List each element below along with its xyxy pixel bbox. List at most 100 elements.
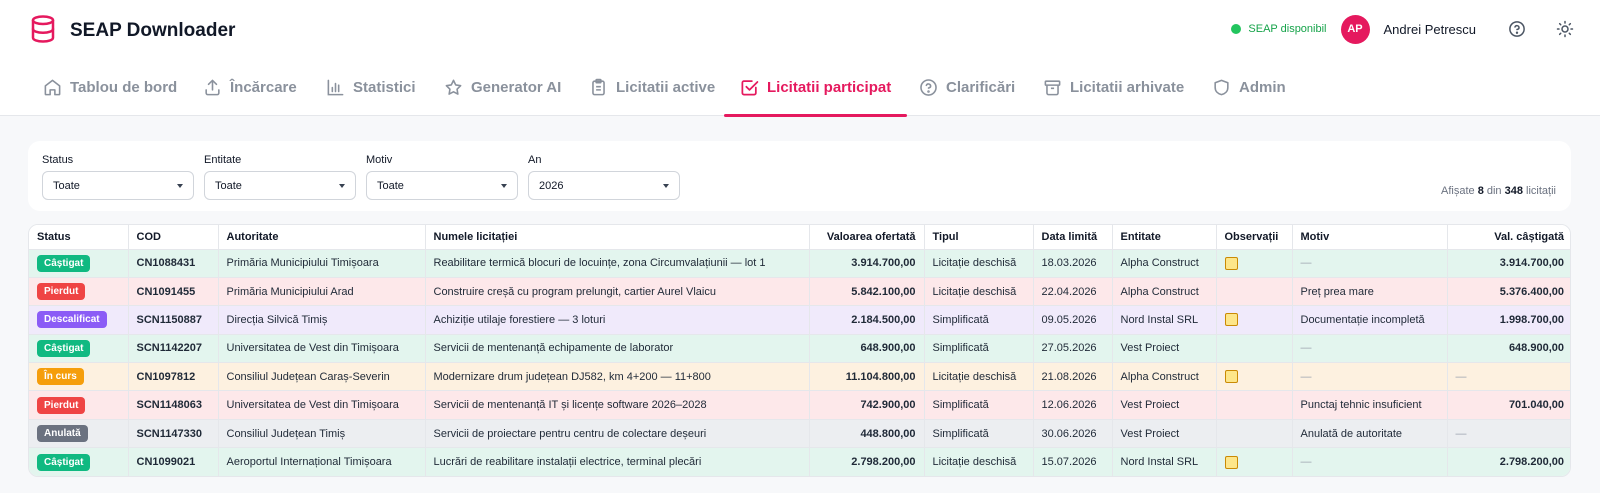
col-header-tip[interactable]: Tipul	[924, 225, 1034, 250]
user-name[interactable]: Andrei Petrescu	[1383, 21, 1477, 37]
cell-cod[interactable]: CN1088431	[128, 249, 219, 278]
table-row[interactable]: Descalificat SCN1150887 Direcția Silvică T…	[29, 305, 1570, 335]
cell-observatii	[1216, 277, 1293, 307]
caret-down-icon	[339, 183, 345, 188]
cell-status: În curs	[29, 362, 129, 392]
cell-cod[interactable]: SCN1148063	[128, 390, 219, 420]
cell-entitate: Vest Proiect	[1112, 390, 1217, 420]
note-icon[interactable]	[1224, 313, 1238, 327]
tab-clarificari[interactable]: Clarificări	[903, 58, 1031, 116]
tab-licitatii-arhivate[interactable]: Licitatii arhivate	[1027, 58, 1200, 116]
cell-valoare: 5.842.100,00	[809, 277, 925, 307]
entitate-select[interactable]: Toate	[204, 171, 356, 200]
cell-nume: Servicii de mentenanță echipamente de la…	[425, 334, 810, 364]
cell-status: Anulată	[29, 419, 129, 449]
theme-toggle-button[interactable]	[1550, 14, 1580, 44]
table-row[interactable]: Câștigat SCN1142207 Universitatea de Vest …	[29, 334, 1570, 364]
col-header-castigata[interactable]: Val. câștigată	[1447, 225, 1570, 250]
cell-data: 30.06.2026	[1033, 419, 1113, 449]
cell-data: 27.05.2026	[1033, 334, 1113, 364]
cell-valoare: 2.798.200,00	[809, 447, 925, 476]
cell-data: 22.04.2026	[1033, 277, 1113, 307]
status-badge: În curs	[37, 368, 84, 386]
table-row[interactable]: Câștigat CN1099021 Aeroportul Internaționa…	[29, 447, 1570, 476]
bar-chart-icon	[327, 79, 344, 95]
cell-cod[interactable]: CN1091455	[128, 277, 219, 307]
cell-tip: Licitație deschisă	[924, 277, 1034, 307]
cell-cod[interactable]: SCN1147330	[128, 419, 219, 449]
status-filter: Status Toate	[42, 154, 194, 200]
motiv-select[interactable]: Toate	[366, 171, 518, 200]
status-badge: Câștigat	[37, 339, 91, 357]
cell-cod[interactable]: SCN1150887	[128, 305, 219, 335]
col-header-motiv[interactable]: Motiv	[1292, 225, 1448, 250]
col-header-nume[interactable]: Numele licitației	[425, 225, 810, 250]
cell-observatii	[1216, 334, 1293, 364]
cell-data: 09.05.2026	[1033, 305, 1113, 335]
table-row[interactable]: Câștigat CN1088431 Primăria Municipiului T…	[29, 249, 1570, 278]
cell-status: Pierdut	[29, 390, 129, 420]
col-header-entitate[interactable]: Entitate	[1112, 225, 1217, 250]
cell-motiv: —	[1292, 249, 1448, 278]
status-dot-icon	[1231, 24, 1242, 34]
cell-observatii	[1216, 305, 1293, 335]
tab-generator-ai[interactable]: Generator AI	[428, 58, 577, 116]
col-header-status[interactable]: Status	[29, 225, 129, 250]
note-icon[interactable]	[1224, 256, 1238, 270]
cell-cod[interactable]: SCN1142207	[128, 334, 219, 364]
cell-status: Câștigat	[29, 447, 129, 476]
entitate-filter-label: Entitate	[204, 154, 242, 166]
cell-nume: Lucrări de reabilitare instalații electr…	[425, 447, 810, 476]
status-badge: Pierdut	[37, 283, 86, 301]
cell-valoare: 448.800,00	[809, 419, 925, 449]
cell-entitate: Alpha Construct	[1112, 249, 1217, 278]
cell-tip: Simplificată	[924, 305, 1034, 335]
tab-admin[interactable]: Admin	[1196, 58, 1302, 116]
help-button[interactable]	[1502, 14, 1532, 44]
note-icon[interactable]	[1224, 455, 1238, 469]
help-circle-icon	[920, 78, 937, 96]
filters-panel: Status Toate Entitate Toate Motiv Toate …	[28, 141, 1571, 211]
cell-motiv: Punctaj tehnic insuficient	[1292, 390, 1448, 420]
cell-cod[interactable]: CN1097812	[128, 362, 219, 392]
table-row[interactable]: În curs CN1097812 Consiliul Județean Caraș…	[29, 362, 1570, 392]
cell-tip: Simplificată	[924, 390, 1034, 420]
note-icon[interactable]	[1224, 370, 1238, 384]
tab-licitatii-active[interactable]: Licitatii active	[573, 58, 731, 116]
cell-castigata: 701.040,00	[1447, 390, 1570, 420]
col-header-cod[interactable]: COD	[128, 225, 219, 250]
tab-incarcare[interactable]: Încărcare	[187, 58, 313, 116]
table-row[interactable]: Anulată SCN1147330 Consiliul Județean Timi…	[29, 419, 1570, 449]
avatar[interactable]: AP	[1340, 14, 1370, 44]
col-header-valoare[interactable]: Valoarea ofertată	[809, 225, 925, 250]
cell-motiv: Preț prea mare	[1292, 277, 1448, 307]
status-select[interactable]: Toate	[42, 171, 194, 200]
cell-status: Pierdut	[29, 277, 129, 307]
cell-valoare: 742.900,00	[809, 390, 925, 420]
cell-entitate: Nord Instal SRL	[1112, 305, 1217, 335]
status-badge: Câștigat	[37, 453, 91, 471]
cell-data: 15.07.2026	[1033, 447, 1113, 476]
cell-tip: Licitație deschisă	[924, 249, 1034, 278]
col-header-observatii[interactable]: Observații	[1216, 225, 1293, 250]
cell-cod[interactable]: CN1099021	[128, 447, 219, 476]
cell-castigata: 648.900,00	[1447, 334, 1570, 364]
cell-castigata: —	[1447, 362, 1570, 392]
cell-autoritate: Universitatea de Vest din Timișoara	[218, 334, 426, 364]
clipboard-icon	[592, 78, 605, 95]
tab-statistici[interactable]: Statistici	[310, 58, 432, 116]
tab-licitatii-participat[interactable]: Licitatii participat	[724, 58, 908, 117]
cell-motiv: —	[1292, 447, 1448, 476]
cell-castigata: 2.798.200,00	[1447, 447, 1570, 476]
table-row[interactable]: Pierdut SCN1148063 Universitatea de Vest d…	[29, 390, 1570, 420]
brand[interactable]: SEAP Downloader	[28, 14, 235, 47]
main-nav: Tablou de bord Încărcare Statistici Gene…	[0, 58, 1600, 117]
col-header-autoritate[interactable]: Autoritate	[218, 225, 426, 250]
an-select[interactable]: 2026	[528, 171, 680, 200]
table-header-row: Status COD Autoritate Numele licitației …	[29, 225, 1570, 250]
cell-nume: Servicii de proiectare pentru centru de …	[425, 419, 810, 449]
cell-entitate: Alpha Construct	[1112, 277, 1217, 307]
table-row[interactable]: Pierdut CN1091455 Primăria Municipiului Ar…	[29, 277, 1570, 307]
tab-tablou-de-bord[interactable]: Tablou de bord	[27, 58, 193, 116]
col-header-data[interactable]: Data limită	[1033, 225, 1113, 250]
